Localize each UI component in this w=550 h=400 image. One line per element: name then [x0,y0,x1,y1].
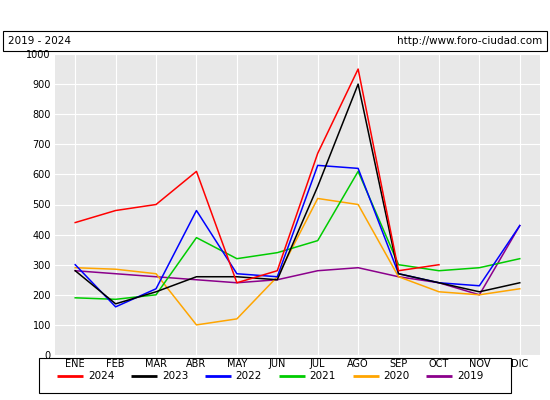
Text: 2019 - 2024: 2019 - 2024 [8,36,72,46]
Text: 2019: 2019 [457,371,483,381]
Text: 2020: 2020 [383,371,410,381]
Text: http://www.foro-ciudad.com: http://www.foro-ciudad.com [397,36,542,46]
Text: 2024: 2024 [88,371,114,381]
Text: Evolucion Nº Turistas Nacionales en el municipio de Chelva: Evolucion Nº Turistas Nacionales en el m… [78,8,472,22]
Text: 2022: 2022 [236,371,262,381]
Text: 2021: 2021 [310,371,336,381]
Text: 2023: 2023 [162,371,188,381]
